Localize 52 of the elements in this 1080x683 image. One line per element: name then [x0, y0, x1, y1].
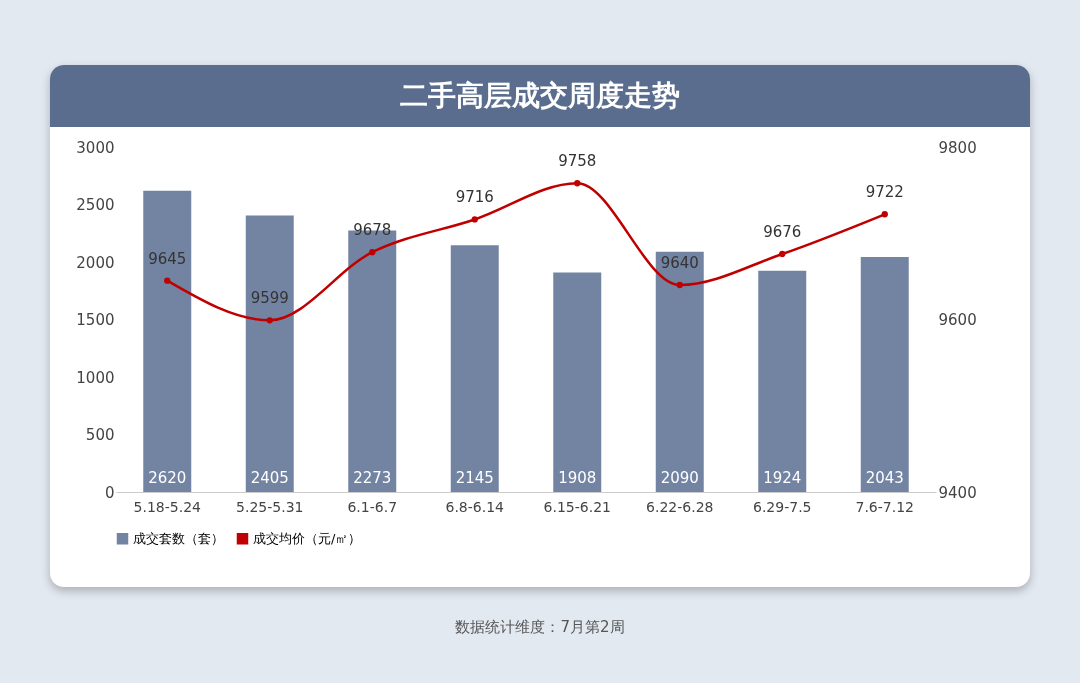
y2-tick-label: 9400 — [938, 483, 977, 502]
data-label: 2620 — [148, 469, 187, 487]
data-label: 2145 — [455, 469, 494, 487]
x-tick-label: 6.29-7.5 — [753, 498, 812, 515]
data-label: 2090 — [660, 469, 699, 487]
bar — [758, 270, 807, 492]
y-tick-label: 3000 — [76, 138, 115, 157]
x-tick-label: 5.25-5.31 — [236, 498, 304, 515]
y2-tick-label: 9800 — [938, 138, 977, 157]
y-tick-label: 1000 — [76, 368, 115, 387]
x-tick-label: 6.15-6.21 — [543, 498, 611, 515]
point — [779, 250, 786, 258]
bar — [245, 215, 294, 492]
data-label: 9599 — [250, 289, 289, 308]
x-tick-label: 5.18-5.24 — [133, 498, 202, 515]
point — [369, 249, 376, 256]
data-label: 9645 — [148, 249, 187, 268]
bar — [553, 272, 602, 492]
bar — [450, 245, 499, 492]
y2-tick-label: 9600 — [938, 311, 977, 329]
data-label: 1908 — [558, 469, 597, 487]
data-label: 1924 — [763, 469, 802, 487]
data-label: 9676 — [763, 222, 802, 241]
point — [266, 317, 273, 324]
data-label: 9640 — [660, 254, 699, 272]
y-tick-label: 500 — [85, 426, 115, 444]
x-tick-label: 7.6-7.12 — [855, 498, 914, 515]
point — [471, 216, 478, 223]
x-tick-label: 6.8-6.14 — [445, 498, 505, 515]
point — [164, 277, 171, 284]
y-tick-label: 2500 — [76, 196, 115, 214]
bar — [655, 251, 704, 492]
y-tick-label: 1500 — [76, 311, 115, 329]
x-tick-label: 6.22-6.28 — [646, 498, 714, 515]
data-label: 9758 — [558, 152, 597, 171]
point — [574, 180, 581, 187]
bar — [143, 190, 192, 492]
point — [881, 211, 888, 218]
x-tick-label: 6.1-6.7 — [347, 498, 398, 515]
y-tick-label: 0 — [104, 483, 115, 502]
data-label: 9722 — [865, 183, 904, 202]
text: 数据统计维度：7月第2周 — [454, 618, 626, 637]
data-label: 9716 — [455, 188, 494, 207]
legend-label: 成交均价（元/㎡） — [253, 530, 362, 546]
data-label: 2043 — [865, 469, 904, 487]
chart-title: 二手高层成交周度走势 — [50, 65, 1030, 127]
point — [676, 281, 683, 289]
bar — [860, 257, 909, 492]
legend-label: 成交套数（套） — [133, 530, 224, 546]
data-label: 2405 — [250, 469, 289, 487]
y-tick-label: 2000 — [76, 253, 115, 272]
data-label: 2273 — [353, 469, 392, 487]
